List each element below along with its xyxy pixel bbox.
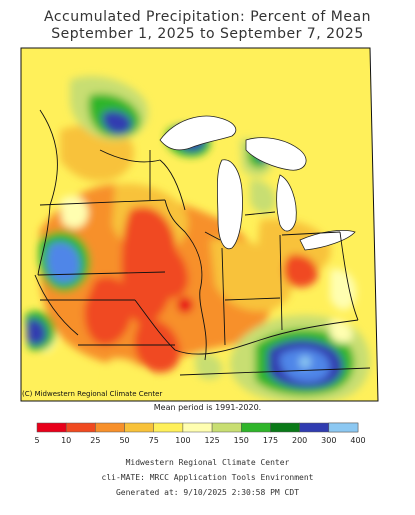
legend-swatch <box>241 422 271 433</box>
legend-label: 300 <box>321 436 336 445</box>
map-title: Accumulated Precipitation: Percent of Me… <box>44 9 371 25</box>
map-subtitle: September 1, 2025 to September 7, 2025 <box>51 26 364 42</box>
legend-swatch <box>270 422 300 433</box>
footer-tool: cli-MATE: MRCC Application Tools Environ… <box>101 473 314 482</box>
legend-swatch <box>299 422 330 433</box>
legend-label: 175 <box>263 436 278 445</box>
legend-swatch <box>328 422 359 433</box>
copyright-credit: (C) Midwestern Regional Climate Center <box>22 390 163 398</box>
legend-swatch <box>153 422 184 433</box>
legend-label: 25 <box>90 436 100 445</box>
legend-swatch <box>36 422 67 433</box>
precip-field <box>21 48 378 401</box>
legend-label: 5 <box>34 436 39 445</box>
legend-label: 100 <box>175 436 190 445</box>
legend-swatch <box>65 422 96 433</box>
legend-swatch <box>182 422 213 433</box>
legend-label: 75 <box>149 436 159 445</box>
great-lakes <box>159 115 356 251</box>
footer-generated: Generated at: 9/10/2025 2:30:58 PM CDT <box>115 488 300 497</box>
map-frame <box>20 47 379 402</box>
legend-label: 150 <box>234 436 249 445</box>
legend-swatch <box>124 422 154 433</box>
mean-period-note: Mean period is 1991-2020. <box>153 403 262 412</box>
state-borders <box>34 109 371 376</box>
footer-org: Midwestern Regional Climate Center <box>125 458 290 467</box>
legend-label: 125 <box>204 436 219 445</box>
legend-swatch <box>95 422 125 433</box>
legend-label: 400 <box>350 436 365 445</box>
legend-label: 10 <box>61 436 71 445</box>
legend-swatch <box>211 422 242 433</box>
color-legend: 5 10 25 50 75 100 125 150 175 200 300 400 <box>34 422 366 445</box>
legend-label: 200 <box>292 436 307 445</box>
legend-label: 50 <box>119 436 129 445</box>
